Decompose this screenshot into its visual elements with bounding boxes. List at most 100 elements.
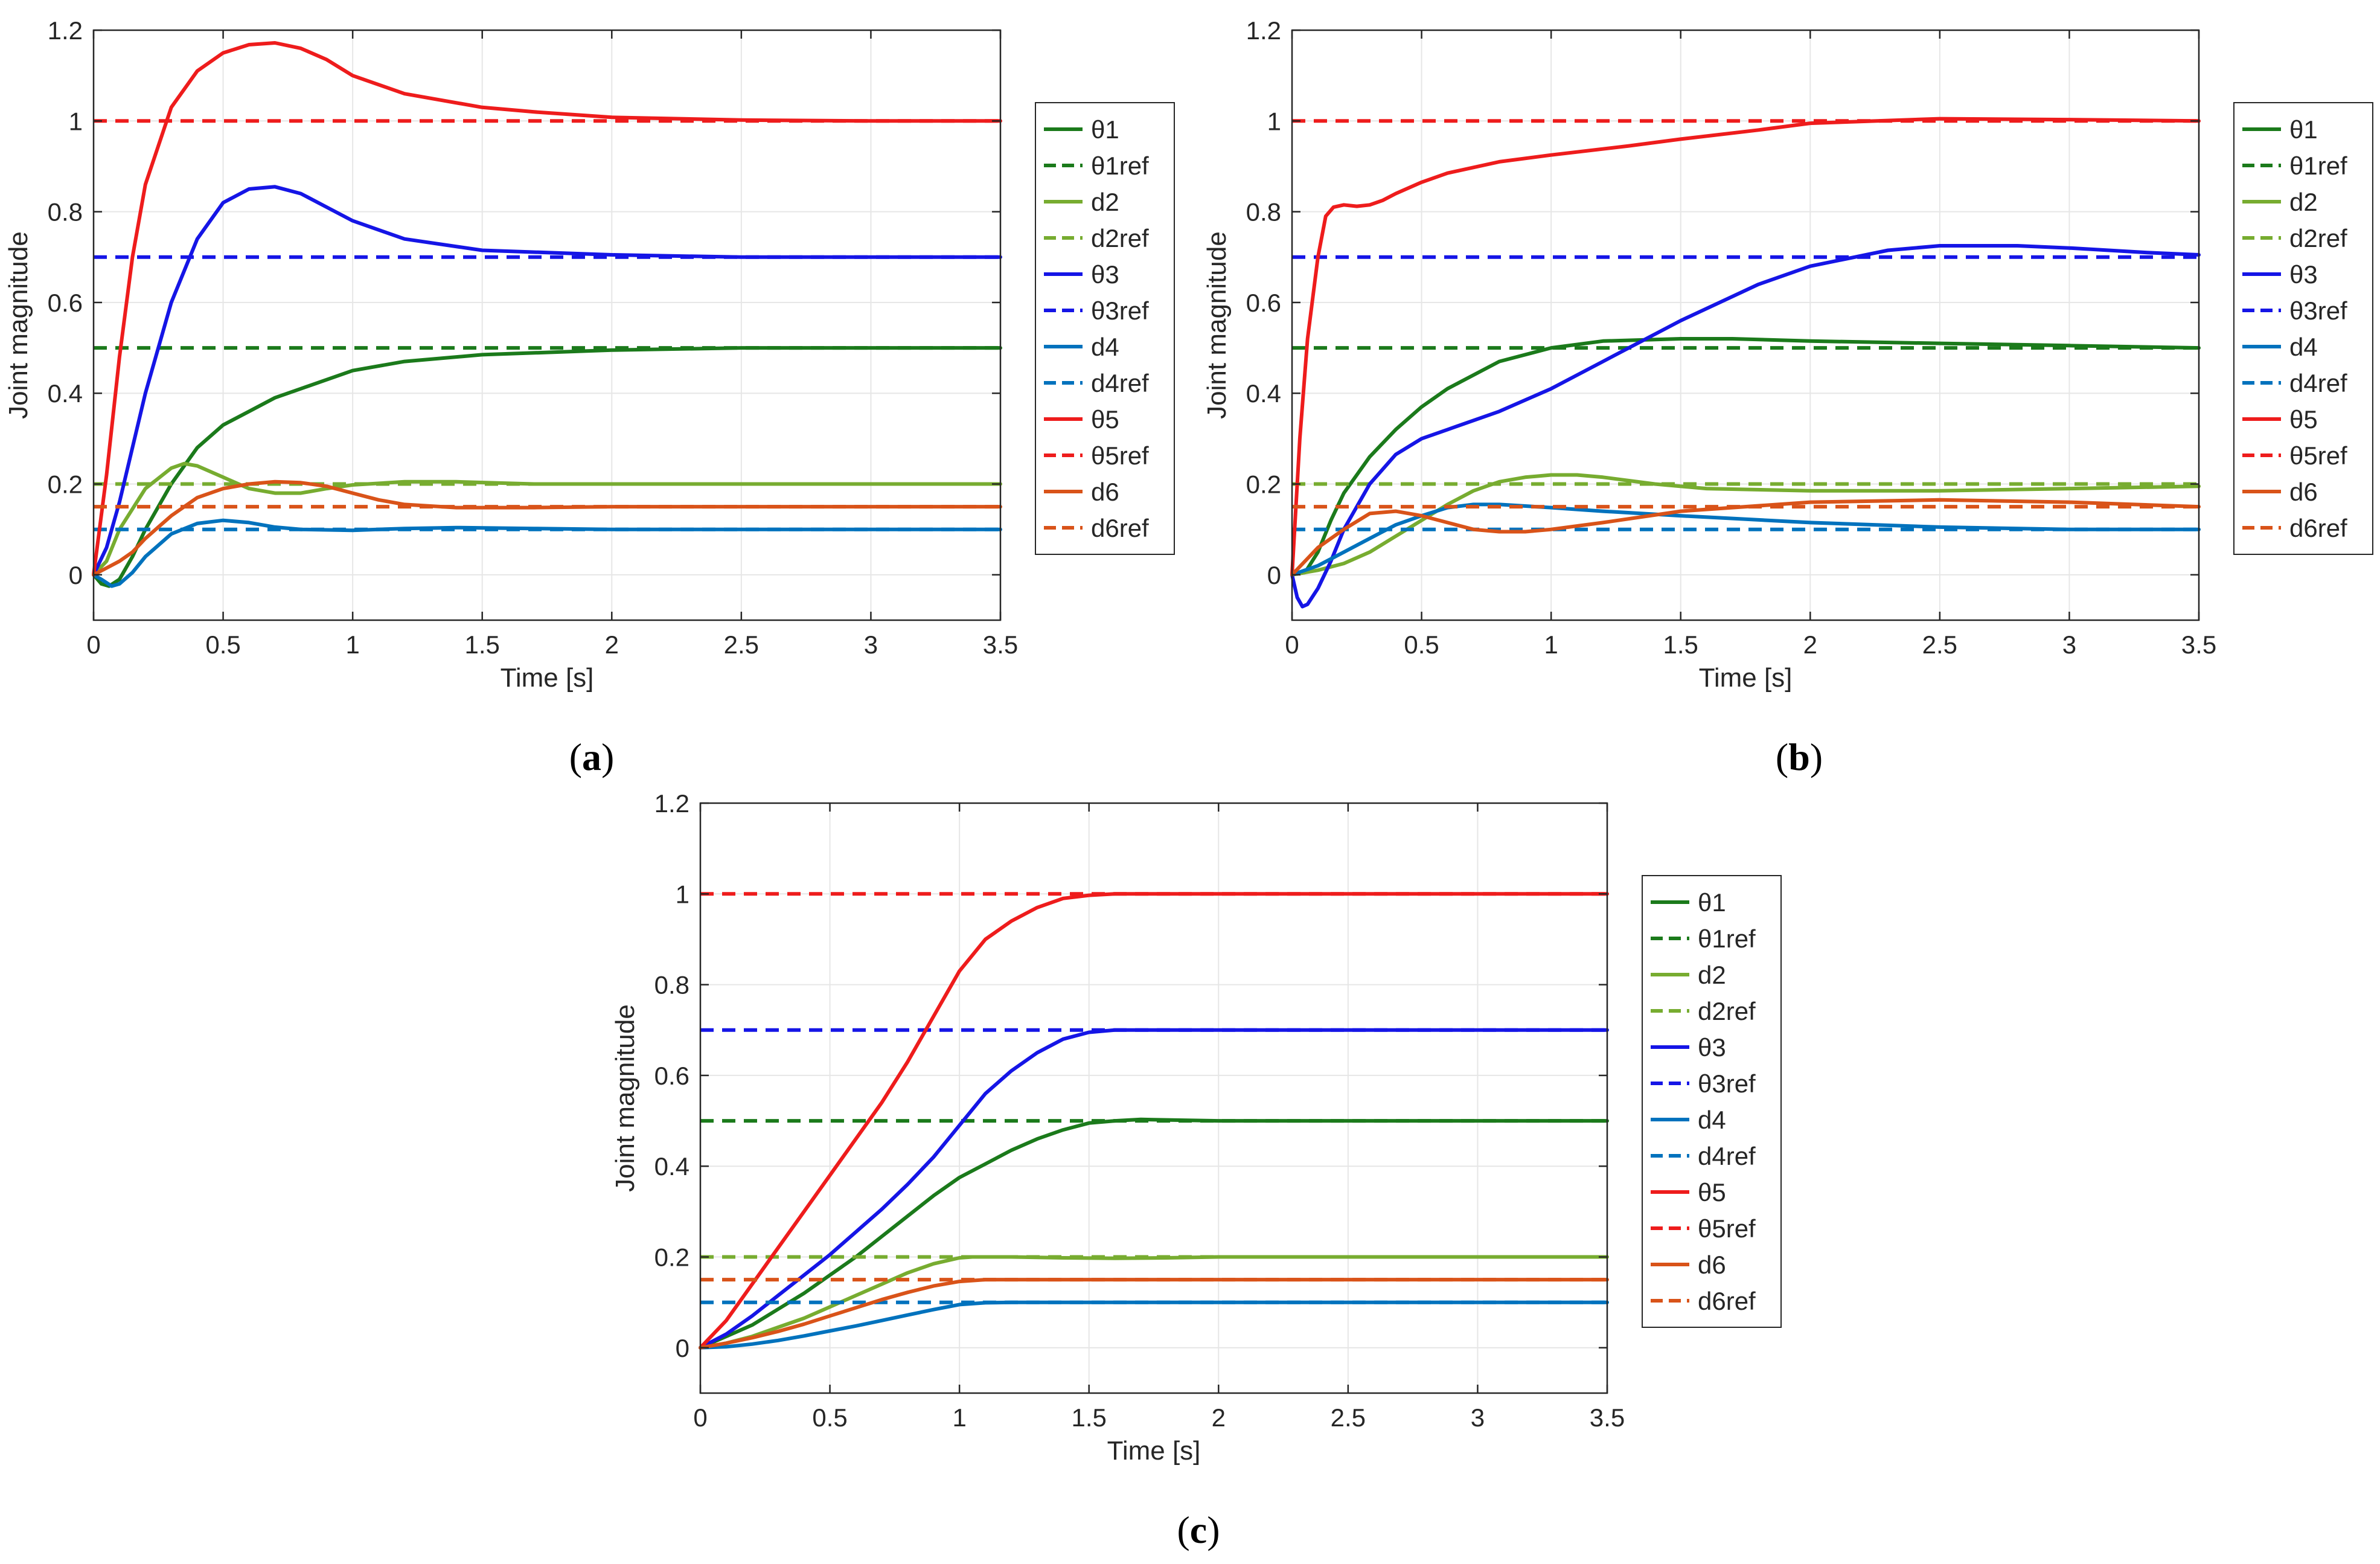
- y-tick-label: 0.6: [1246, 289, 1281, 317]
- legend-label: θ1ref: [1091, 152, 1149, 180]
- axes-box: [1291, 29, 2200, 621]
- legend-label: d6: [2289, 478, 2318, 506]
- legend-box: [1642, 875, 1782, 1328]
- y-tick-label: 0.6: [654, 1062, 689, 1090]
- x-tick-label: 0: [86, 630, 100, 659]
- legend-label: d4: [1091, 333, 1119, 361]
- x-tick-label: 3: [2062, 630, 2076, 659]
- panel-label: (a): [569, 736, 615, 778]
- x-tick-label: 0: [693, 1403, 707, 1432]
- panel-label: (b): [1776, 736, 1823, 778]
- x-tick-label: 0: [1285, 630, 1299, 659]
- x-tick-label: 0.5: [205, 630, 240, 659]
- y-tick-label: 0.4: [48, 379, 83, 408]
- series-line-θ3: [92, 185, 1002, 577]
- plot-area: [700, 803, 1607, 1393]
- x-tick-label: 3: [1471, 1403, 1485, 1432]
- x-tick-label: 3.5: [2181, 630, 2216, 659]
- y-tick-label: 1: [676, 880, 689, 908]
- ticks: 0 0.5 1 1.5 2 2.5 3 3.5 0 0.2 0.4 0.6 0.8 1 1.2: [654, 789, 1625, 1432]
- y-tick-label: 0.2: [654, 1243, 689, 1272]
- legend-label: θ3ref: [1698, 1069, 1756, 1098]
- legend-label: d4ref: [2289, 369, 2347, 397]
- legend-label: d4ref: [1091, 369, 1149, 397]
- x-tick-label: 2: [1212, 1403, 1226, 1432]
- y-tick-label: 0.8: [654, 971, 689, 999]
- legend-label: θ1: [1091, 115, 1119, 144]
- legend-label: θ5ref: [1091, 441, 1149, 470]
- legend-label: d4: [1698, 1106, 1726, 1134]
- series-line-d6: [1290, 498, 2201, 577]
- series-line-θ1: [1290, 337, 2201, 577]
- legend-label: d2: [2289, 188, 2318, 216]
- legend-label: d6ref: [1698, 1287, 1756, 1315]
- legend: θ1 θ1ref d2 d2ref θ3 θ3ref d4 d4ref θ5 θ5ref d6 d6r…: [1035, 102, 1175, 555]
- y-tick-label: 1: [69, 107, 83, 135]
- legend-label: θ3: [1091, 260, 1119, 289]
- legend-label: θ3: [1698, 1033, 1726, 1062]
- series-line-θ3: [1290, 244, 2201, 609]
- legend: θ1 θ1ref d2 d2ref θ3 θ3ref d4 d4ref θ5 θ5ref d6 d6r…: [2233, 102, 2373, 555]
- y-axis-label: Joint magnitude: [1202, 231, 1232, 419]
- x-tick-label: 2: [605, 630, 619, 659]
- legend-box: [1035, 102, 1175, 555]
- ticks: 0 0.5 1 1.5 2 2.5 3 3.5 0 0.2 0.4 0.6 0.8 1 1.2: [48, 16, 1019, 659]
- legend-box: [2233, 102, 2373, 555]
- panel-a: 0 0.5 1 1.5 2 2.5 3 3.5 0 0.2 0.4 0.6 0.8 1 1.2 Time [s…: [4, 16, 1175, 778]
- legend-label: θ5ref: [1698, 1214, 1756, 1243]
- series-group: [699, 892, 1609, 1350]
- x-axis-label: Time [s]: [1107, 1436, 1201, 1466]
- x-tick-label: 2.5: [1331, 1403, 1366, 1432]
- legend-label: θ1ref: [1698, 925, 1756, 953]
- ticks: 0 0.5 1 1.5 2 2.5 3 3.5 0 0.2 0.4 0.6 0.8 1 1.2: [1246, 16, 2217, 659]
- x-tick-label: 1: [1544, 630, 1558, 659]
- legend-label: θ3: [2289, 260, 2318, 289]
- legend-label: d2ref: [1698, 997, 1756, 1025]
- y-tick-label: 0.2: [1246, 470, 1281, 499]
- y-tick-label: 0: [69, 561, 83, 589]
- series-line-d4: [1290, 502, 2201, 577]
- y-tick-label: 0.2: [48, 470, 83, 499]
- y-tick-label: 0.4: [654, 1152, 689, 1181]
- x-tick-label: 2.5: [1922, 630, 1957, 659]
- axes-box: [92, 29, 1002, 621]
- legend-label: θ5: [1698, 1178, 1726, 1207]
- legend-label: d2ref: [2289, 224, 2347, 252]
- axes-box: [699, 802, 1608, 1394]
- legend-label: θ1: [2289, 115, 2318, 144]
- x-tick-label: 3.5: [983, 630, 1018, 659]
- panel-b: 0 0.5 1 1.5 2 2.5 3 3.5 0 0.2 0.4 0.6 0.8 1 1.2 Time [s…: [1202, 16, 2373, 778]
- x-tick-label: 2.5: [724, 630, 759, 659]
- series-group: [92, 41, 1002, 588]
- series-line-θ5: [92, 41, 1002, 577]
- panel-c: 0 0.5 1 1.5 2 2.5 3 3.5 0 0.2 0.4 0.6 0.8 1 1.2 Time [s…: [610, 789, 1782, 1551]
- y-tick-label: 0: [676, 1334, 689, 1362]
- x-tick-label: 1.5: [465, 630, 500, 659]
- x-tick-label: 1.5: [1072, 1403, 1107, 1432]
- y-tick-label: 1.2: [654, 789, 689, 818]
- y-tick-label: 0.4: [1246, 379, 1281, 408]
- legend-label: d6ref: [1091, 514, 1149, 542]
- y-tick-label: 0: [1267, 561, 1281, 589]
- series-line-θ1: [92, 346, 1002, 588]
- series-line-d6: [699, 1278, 1609, 1350]
- series-line-d4: [699, 1300, 1609, 1350]
- legend-label: θ3ref: [2289, 296, 2347, 325]
- legend-label: θ3ref: [1091, 296, 1149, 325]
- x-tick-label: 3.5: [1590, 1403, 1625, 1432]
- y-tick-label: 1.2: [48, 16, 83, 45]
- legend-label: d2: [1091, 188, 1119, 216]
- x-tick-label: 1: [952, 1403, 966, 1432]
- legend-label: d6: [1091, 478, 1119, 506]
- x-axis-label: Time [s]: [501, 663, 594, 693]
- x-axis-label: Time [s]: [1699, 663, 1793, 693]
- legend-label: θ1: [1698, 888, 1726, 917]
- x-tick-label: 0.5: [1404, 630, 1439, 659]
- series-line-d6: [92, 479, 1002, 577]
- x-tick-label: 0.5: [812, 1403, 847, 1432]
- series-line-d2: [1290, 473, 2201, 577]
- y-tick-label: 0.8: [48, 198, 83, 226]
- y-axis-label: Joint magnitude: [610, 1004, 640, 1192]
- legend-label: d4ref: [1698, 1142, 1756, 1170]
